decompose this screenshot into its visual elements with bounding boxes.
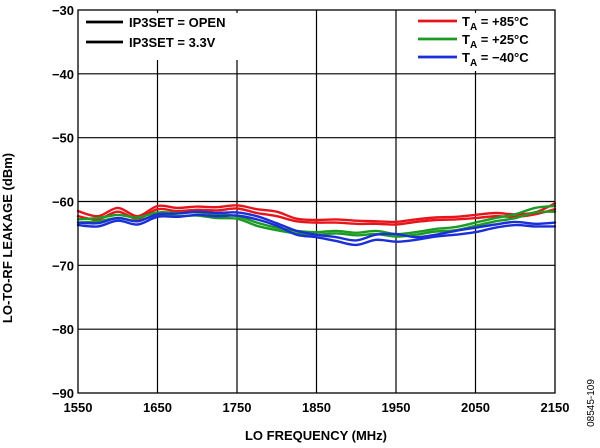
x-tick-label: 1950 <box>382 400 411 415</box>
series-line <box>76 202 557 224</box>
x-tick-label: 1650 <box>143 400 172 415</box>
linestyle-legend-label-open: IP3SET = OPEN <box>129 15 225 30</box>
y-tick-labels: −30 −40 −50 −60 −70 −80 −90 <box>52 3 74 401</box>
x-tick-label: 1750 <box>223 400 252 415</box>
series-line <box>76 204 557 236</box>
temperature-legend-label: TA = +25°C <box>462 32 529 51</box>
temperature-legend-box <box>412 13 552 71</box>
y-tick-label: −60 <box>52 195 74 210</box>
plot-frame <box>77 9 556 394</box>
y-axis-title: LO-TO-RF LEAKAGE (dBm) <box>0 153 15 323</box>
linestyle-legend-label-3v3: IP3SET = 3.3V <box>129 35 216 50</box>
series-line <box>76 213 557 247</box>
series-line <box>76 210 557 242</box>
figure-id: 08545-109 <box>586 379 597 427</box>
x-tick-labels: 1550 1650 1750 1850 1950 2050 2150 <box>64 400 570 415</box>
x-tick-label: 2150 <box>541 400 570 415</box>
y-tick-label: −90 <box>52 386 74 401</box>
temperature-legend: TA = +85°CTA = +25°CTA = −40°C <box>418 14 529 69</box>
x-tick-label: 1550 <box>64 400 93 415</box>
y-tick-label: −30 <box>52 3 74 18</box>
grid <box>78 10 555 393</box>
y-tick-label: −80 <box>52 322 74 337</box>
series-lines <box>76 202 557 247</box>
series-line <box>76 207 557 226</box>
y-tick-label: −50 <box>52 131 74 146</box>
y-tick-label: −70 <box>52 258 74 273</box>
temperature-legend-label: TA = −40°C <box>462 50 529 69</box>
y-tick-label: −40 <box>52 67 74 82</box>
x-axis-title: LO FREQUENCY (MHz) <box>245 428 387 443</box>
x-tick-label: 2050 <box>461 400 490 415</box>
x-tick-label: 1850 <box>302 400 331 415</box>
temperature-legend-label: TA = +85°C <box>462 14 529 33</box>
